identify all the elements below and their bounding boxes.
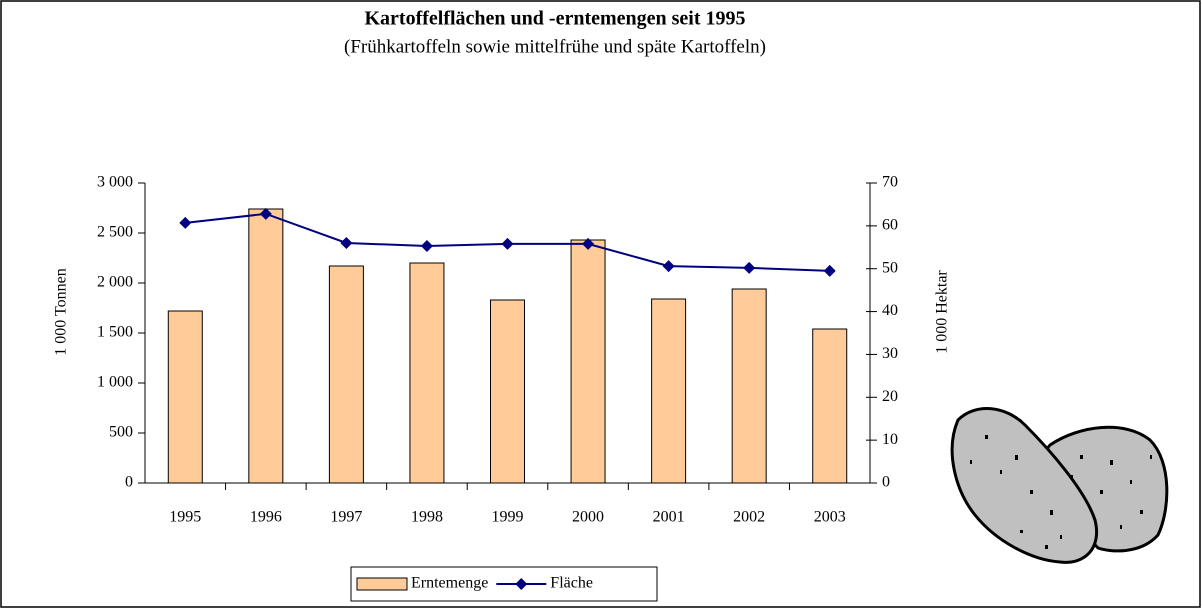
y-tick-label: 2 000 xyxy=(97,274,133,291)
x-tick-label: 1996 xyxy=(250,509,282,526)
x-tick-label: 1995 xyxy=(169,509,201,526)
y2-tick-label: 0 xyxy=(882,474,890,491)
page: Kartoffelflächen und -erntemengen seit 1… xyxy=(0,0,1202,609)
x-tick-label: 2000 xyxy=(572,509,604,526)
y-tick-label: 2 500 xyxy=(97,224,133,241)
x-tick-label: 2001 xyxy=(653,509,685,526)
chart-title: Kartoffelflächen und -erntemengen seit 1… xyxy=(364,8,745,30)
y2-tick-label: 40 xyxy=(882,302,898,319)
y2-tick-label: 20 xyxy=(882,388,898,405)
bar xyxy=(571,240,605,483)
chart: Kartoffelflächen und -erntemengen seit 1… xyxy=(0,0,1202,609)
legend-swatch xyxy=(357,578,407,590)
y-tick-label: 0 xyxy=(125,474,133,491)
y-tick-label: 1 500 xyxy=(97,324,133,341)
y2-axis-label: 1 000 Hektar xyxy=(934,270,951,354)
y2-tick-label: 60 xyxy=(882,217,898,234)
bar xyxy=(329,266,363,483)
x-tick-label: 1999 xyxy=(492,509,524,526)
y-tick-label: 500 xyxy=(109,424,133,441)
bar xyxy=(249,209,283,483)
y2-tick-label: 30 xyxy=(882,345,898,362)
x-tick-label: 1997 xyxy=(330,509,362,526)
y2-tick-label: 10 xyxy=(882,431,898,448)
y2-tick-label: 70 xyxy=(882,174,898,191)
y2-tick-label: 50 xyxy=(882,259,898,276)
bar xyxy=(813,329,847,483)
bar xyxy=(732,289,766,483)
bar xyxy=(652,299,686,483)
y-axis-label: 1 000 Tonnen xyxy=(53,268,70,355)
x-tick-label: 2002 xyxy=(733,509,765,526)
bar xyxy=(410,263,444,483)
legend-label: Fläche xyxy=(550,575,593,592)
x-tick-label: 2003 xyxy=(814,509,846,526)
bar xyxy=(168,311,202,483)
legend-label: Erntemenge xyxy=(411,575,488,592)
y-tick-label: 1 000 xyxy=(97,374,133,391)
x-tick-label: 1998 xyxy=(411,509,443,526)
y-tick-label: 3 000 xyxy=(97,174,133,191)
chart-subtitle: (Frühkartoffeln sowie mittelfrühe und sp… xyxy=(344,36,766,57)
bar xyxy=(491,300,525,483)
